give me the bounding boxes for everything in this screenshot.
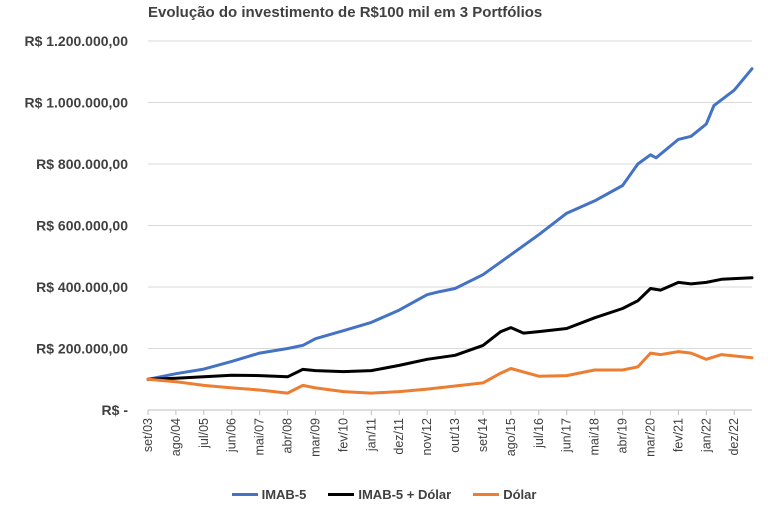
x-tick-label: ago/15 xyxy=(504,418,518,456)
y-tick-label: R$ 600.000,00 xyxy=(36,218,128,234)
legend-item: Dólar xyxy=(473,487,536,502)
legend-swatch xyxy=(473,493,500,496)
x-tick-label: mai/18 xyxy=(588,418,602,456)
x-tick-label: abr/08 xyxy=(281,418,295,453)
legend-label: Dólar xyxy=(503,487,537,502)
x-tick-label: mai/07 xyxy=(253,418,267,456)
chart-title: Evolução do investimento de R$100 mil em… xyxy=(148,4,543,21)
x-tick-label: mar/09 xyxy=(308,418,322,457)
legend-swatch xyxy=(328,493,355,496)
x-tick-label: jan/22 xyxy=(699,418,713,453)
x-tick-label: fev/21 xyxy=(671,418,685,452)
x-tick-label: jul/16 xyxy=(532,418,546,449)
legend-item: IMAB-5 xyxy=(231,487,307,502)
x-tick-label: dez/22 xyxy=(727,418,741,456)
x-tick-label: mar/20 xyxy=(643,418,657,457)
legend-label: IMAB-5 + Dólar xyxy=(358,487,452,502)
series-line-imab-5-d-lar xyxy=(146,276,754,381)
legend-label: IMAB-5 xyxy=(261,487,307,502)
x-tick-label: abr/19 xyxy=(616,418,630,453)
x-tick-label: set/14 xyxy=(476,418,490,452)
series-line-imab-5 xyxy=(146,67,754,381)
x-tick-label: nov/12 xyxy=(420,418,434,456)
x-tick-label: jul/05 xyxy=(197,418,211,449)
chart-legend: IMAB-5 IMAB-5 + Dólar Dólar xyxy=(0,487,768,502)
y-tick-label: R$ 200.000,00 xyxy=(36,341,128,357)
y-tick-label: R$ - xyxy=(102,402,129,418)
x-tick-label: out/13 xyxy=(448,418,462,453)
y-tick-label: R$ 800.000,00 xyxy=(36,156,128,172)
x-tick-label: dez/11 xyxy=(392,418,406,455)
series-line-d-lar xyxy=(146,350,754,395)
y-tick-label: R$ 1.000.000,00 xyxy=(24,95,128,111)
x-tick-label: jun/06 xyxy=(225,418,239,453)
x-tick-label: ago/04 xyxy=(169,418,183,456)
y-tick-label: R$ 1.200.000,00 xyxy=(24,33,128,49)
x-tick-label: jun/17 xyxy=(560,418,574,453)
x-tick-label: set/03 xyxy=(141,418,155,452)
x-tick-label: fev/10 xyxy=(336,418,350,452)
legend-swatch xyxy=(231,493,258,496)
y-tick-label: R$ 400.000,00 xyxy=(36,279,128,295)
x-tick-label: jan/11 xyxy=(364,418,378,452)
legend-item: IMAB-5 + Dólar xyxy=(328,487,451,502)
